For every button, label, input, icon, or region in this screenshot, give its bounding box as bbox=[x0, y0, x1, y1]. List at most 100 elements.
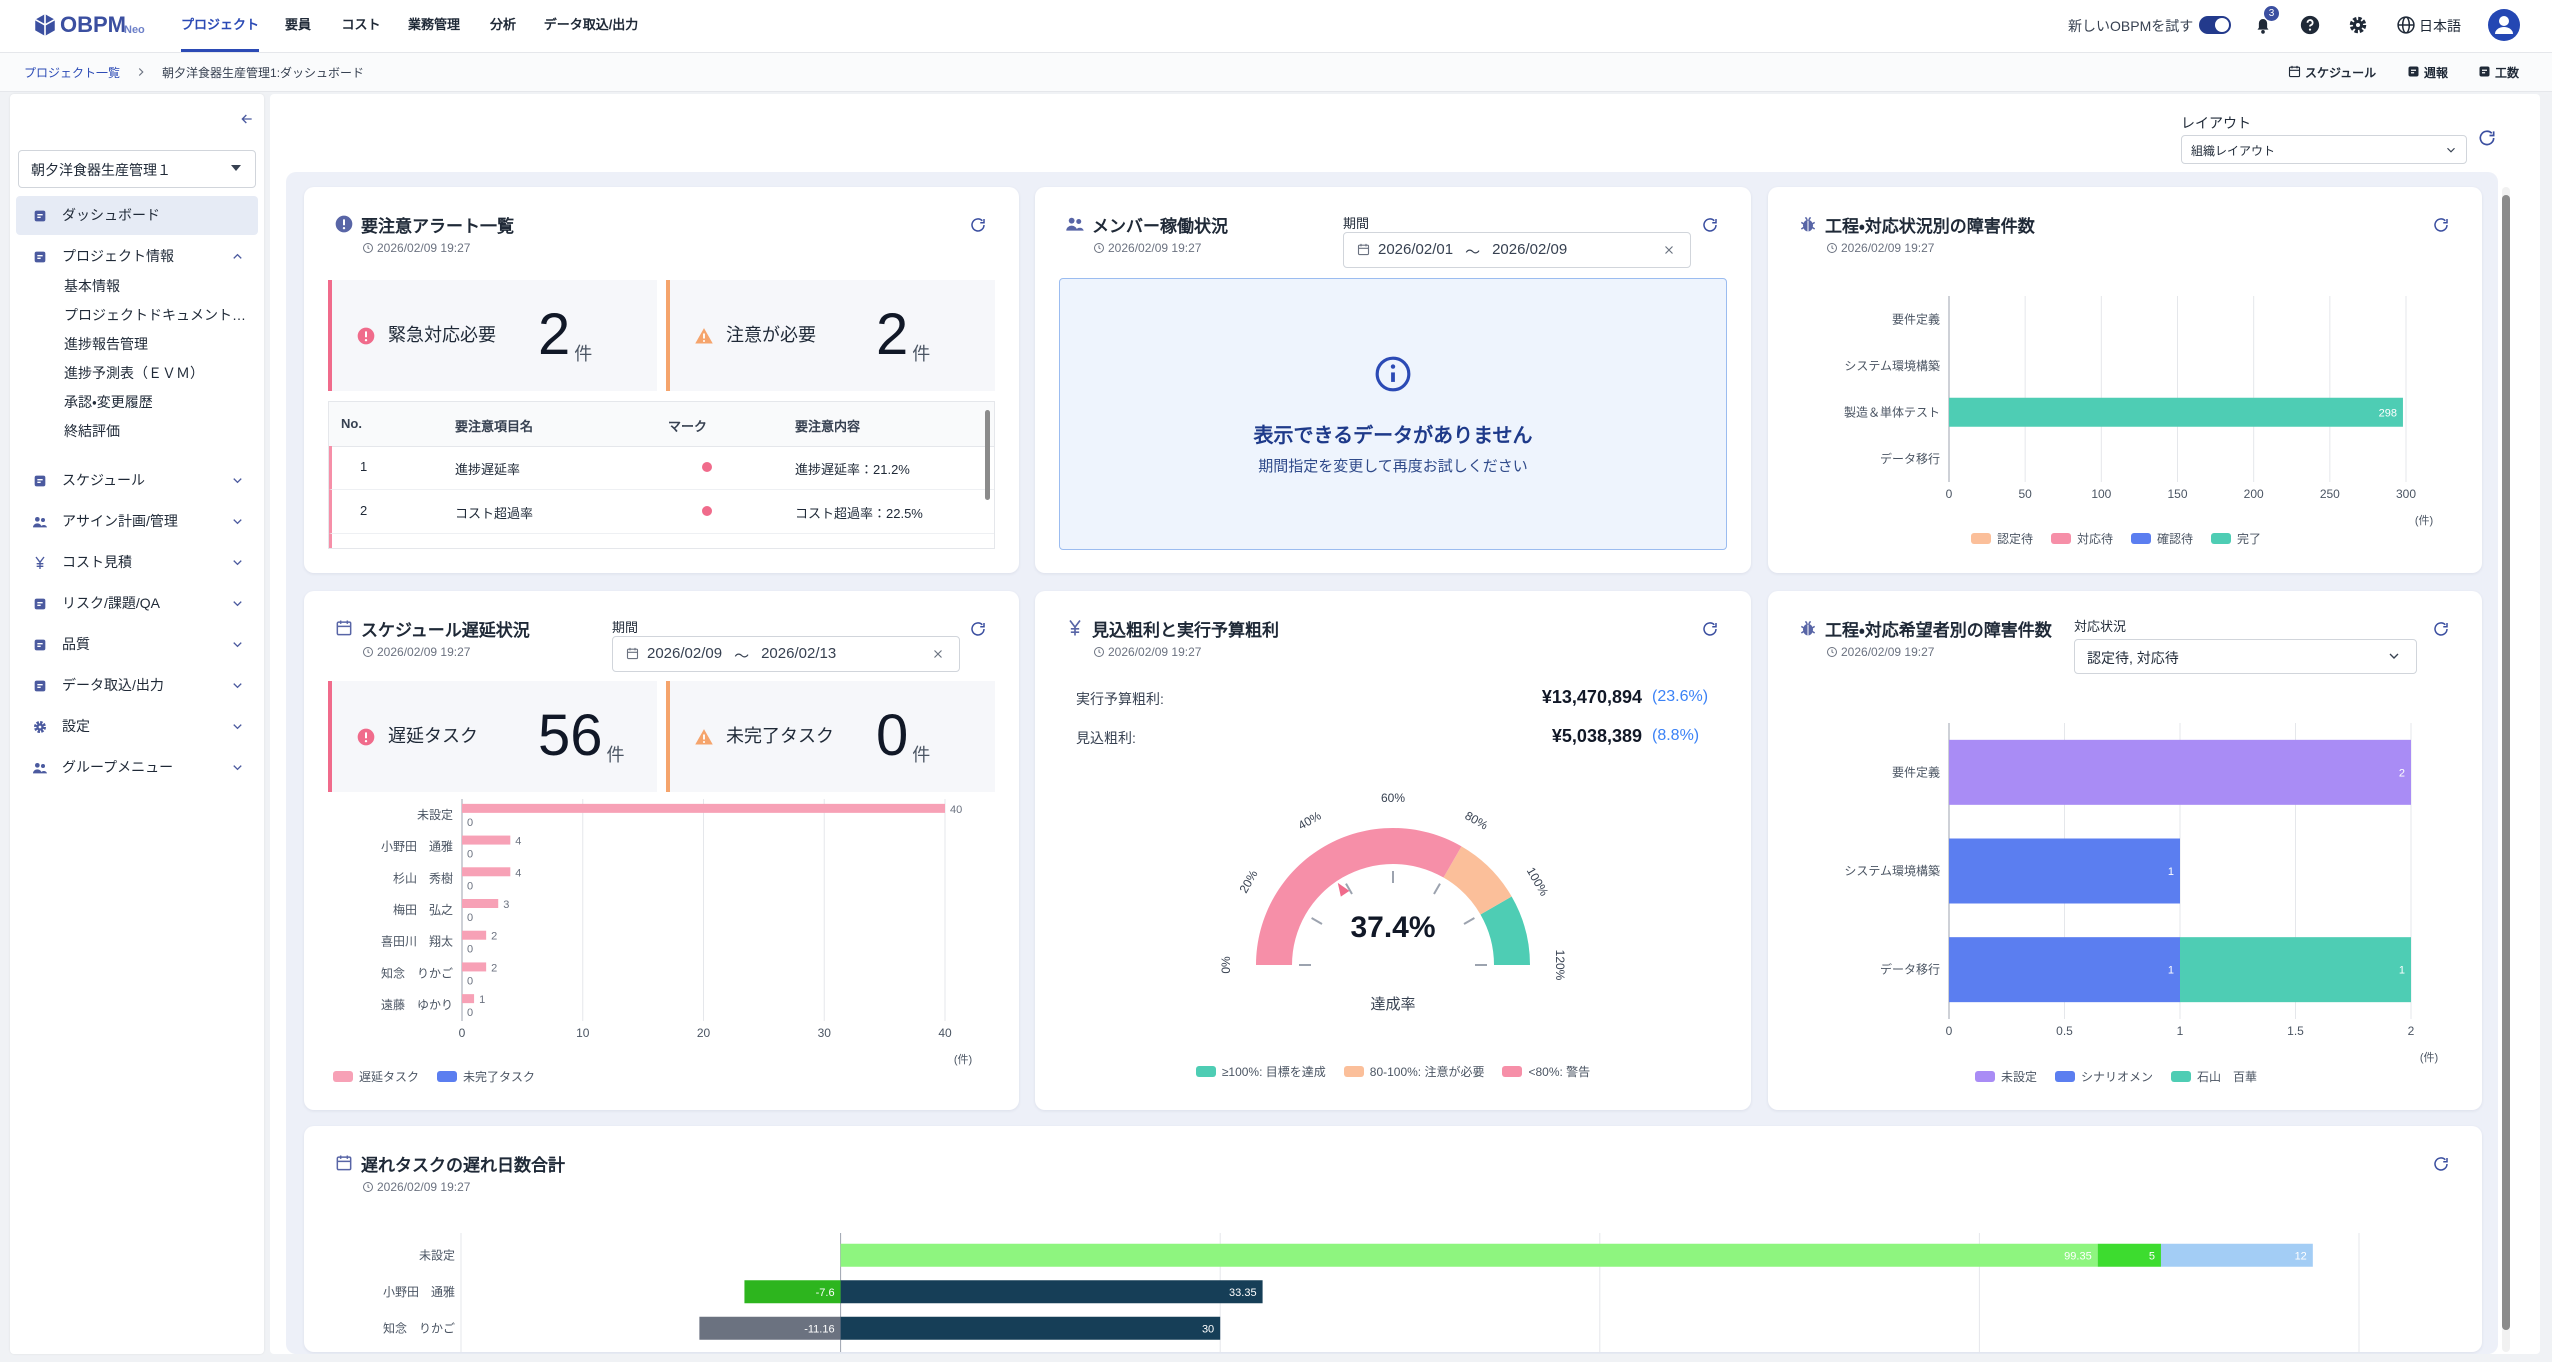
card-updated: 2026/02/09 19:27 bbox=[377, 645, 471, 659]
menu-label: データ取込/出力 bbox=[62, 677, 164, 693]
layout-select[interactable]: 組織レイアウト bbox=[2181, 135, 2467, 164]
menu-item[interactable]: コスト見積 bbox=[16, 543, 258, 582]
legend-label: <80%: 警告 bbox=[1528, 1065, 1591, 1079]
project-select[interactable]: 朝夕洋食器生産管理１ bbox=[18, 150, 256, 188]
card-refresh[interactable] bbox=[1701, 620, 1719, 638]
y-tick-label: 知念 りかご bbox=[383, 1320, 455, 1335]
card-refresh[interactable] bbox=[2432, 216, 2450, 234]
clock-icon bbox=[1094, 243, 1104, 253]
layout-label: レイアウト bbox=[2181, 115, 2251, 131]
globe-icon[interactable] bbox=[2396, 15, 2416, 35]
legend-label: 対応待 bbox=[2076, 532, 2113, 546]
clear-icon[interactable] bbox=[1662, 243, 1676, 257]
y-tick-label: 知念 りかご bbox=[381, 965, 453, 980]
summary-unit: 件 bbox=[606, 745, 625, 765]
card-refresh[interactable] bbox=[2432, 1155, 2450, 1173]
data-label: 0 bbox=[467, 880, 473, 892]
menu-item[interactable]: アサイン計画/管理 bbox=[16, 502, 258, 541]
menu-item[interactable]: 品質 bbox=[16, 625, 258, 664]
submenu-item[interactable]: 終結評価 bbox=[64, 423, 120, 439]
action-icon[interactable] bbox=[2477, 64, 2492, 79]
crumb-action[interactable]: 工数 bbox=[2495, 66, 2520, 80]
nav-tab[interactable]: 要員 bbox=[284, 17, 312, 32]
card-title: 要注意アラート一覧 bbox=[361, 217, 514, 236]
collapse-icon[interactable] bbox=[239, 111, 255, 127]
period-to: 2026/02/09 bbox=[1492, 241, 1568, 258]
layout-refresh[interactable] bbox=[2477, 128, 2497, 148]
x-axis-unit: (件) bbox=[2415, 514, 2433, 527]
summary-count: 2 bbox=[876, 302, 909, 367]
period-label: 期間 bbox=[612, 620, 639, 635]
crumb-action[interactable]: 週報 bbox=[2424, 66, 2449, 80]
period-from: 2026/02/09 bbox=[647, 645, 723, 662]
menu-item[interactable]: ダッシュボード bbox=[16, 196, 258, 235]
nav-tab[interactable]: プロジェクト bbox=[180, 0, 260, 52]
bell-icon[interactable] bbox=[2252, 14, 2274, 36]
card: 遅れタスクの遅れ日数合計 2026/02/09 19:27 未設定 99.35 5 12 小… bbox=[304, 1126, 2482, 1352]
submenu-item[interactable]: 進捗予測表（ＥＶＭ） bbox=[64, 365, 204, 381]
data-label: 0 bbox=[467, 912, 473, 924]
x-tick-label: 0 bbox=[1946, 487, 1953, 501]
submenu-item[interactable]: プロジェクトドキュメント… bbox=[64, 307, 246, 323]
card: 工程・対応希望者別の障害件数 2026/02/09 19:27 対応状況 認定待, 対… bbox=[1768, 591, 2482, 1110]
filter-select[interactable]: 認定待, 対応待 bbox=[2074, 639, 2417, 674]
table-row: 2 コスト超過率 コスト超過率：22.5% bbox=[329, 490, 994, 534]
menu-chevron bbox=[233, 560, 242, 566]
x-tick-label: 20 bbox=[697, 1026, 711, 1040]
action-icon[interactable] bbox=[2287, 64, 2302, 79]
chart: 0 0.5 1 1.5 2 (件) 要件定義 2 システム環境構築 1 データ移行 1 1 bbox=[1844, 723, 2438, 1064]
legend-swatch bbox=[2054, 1071, 2075, 1082]
menu-item[interactable]: 設定 bbox=[16, 707, 258, 746]
gauge-tick-label: 120% bbox=[1553, 950, 1567, 981]
menu-label: プロジェクト情報 bbox=[62, 248, 174, 264]
profit-label: 実行予算粗利: bbox=[1076, 691, 1164, 707]
clear-icon[interactable] bbox=[931, 647, 945, 661]
menu-item[interactable]: リスク/課題/QA bbox=[16, 584, 258, 623]
card-updated: 2026/02/09 19:27 bbox=[377, 241, 471, 255]
table-cell: コスト超過率：22.5% bbox=[795, 506, 923, 521]
help-icon[interactable] bbox=[2299, 14, 2321, 36]
card-icon bbox=[1066, 217, 1084, 231]
toggle[interactable] bbox=[2198, 14, 2232, 36]
data-label: 3 bbox=[503, 899, 509, 911]
menu-item[interactable]: プロジェクト情報 bbox=[16, 237, 258, 276]
card-refresh[interactable] bbox=[2432, 620, 2450, 638]
scrollbar[interactable] bbox=[2500, 187, 2512, 1352]
x-tick-label: 30 bbox=[818, 1026, 832, 1040]
nav-tab[interactable]: 業務管理 bbox=[407, 17, 461, 32]
nav-tab[interactable]: データ取込/出力 bbox=[543, 17, 639, 32]
language[interactable]: 日本語 bbox=[2419, 18, 2461, 34]
period-input[interactable]: 2026/02/01 〜 2026/02/09 bbox=[1343, 232, 1691, 268]
crumb-item[interactable]: プロジェクト一覧 bbox=[24, 66, 121, 80]
gauge: 0% 20% 40% 60% 80% 100% 120% 37.4% 達成率 bbox=[1219, 791, 1567, 1013]
crumb-action[interactable]: スケジュール bbox=[2305, 66, 2377, 80]
nav-tab[interactable]: コスト bbox=[341, 17, 381, 32]
card-icon bbox=[336, 1155, 352, 1171]
card-icon bbox=[336, 620, 352, 636]
submenu-item[interactable]: 承認・変更履歴 bbox=[64, 394, 153, 410]
try-new[interactable]: 新しいOBPMを試す bbox=[2068, 18, 2194, 34]
data-label: 30 bbox=[1202, 1323, 1214, 1335]
action-icon[interactable] bbox=[2406, 64, 2421, 79]
menu-label: グループメニュー bbox=[62, 759, 174, 775]
menu-label: スケジュール bbox=[62, 472, 146, 488]
submenu-item[interactable]: 進捗報告管理 bbox=[64, 336, 148, 352]
menu-item[interactable]: データ取込/出力 bbox=[16, 666, 258, 705]
period-input[interactable]: 2026/02/09 〜 2026/02/13 bbox=[612, 636, 960, 672]
card-refresh[interactable] bbox=[969, 620, 987, 638]
legend-item: シナリオメン bbox=[2054, 1068, 2153, 1085]
avatar[interactable] bbox=[2487, 8, 2521, 42]
menu-item[interactable]: グループメニュー bbox=[16, 748, 258, 787]
settings-icon[interactable] bbox=[2347, 14, 2369, 36]
nav-tab[interactable]: 分析 bbox=[489, 17, 517, 32]
dashboard-grid: 要注意アラート一覧 2026/02/09 19:27 緊急対応必要 2 件注意が必要 2 件… bbox=[286, 172, 2498, 1354]
card-refresh[interactable] bbox=[969, 216, 987, 234]
table-cell: 進捗遅延率 bbox=[455, 462, 521, 477]
menu-item[interactable]: スケジュール bbox=[16, 461, 258, 500]
card-refresh[interactable] bbox=[1701, 216, 1719, 234]
legend: ≥100%: 目標を達成 80-100%: 注意が必要 <80%: 警告 bbox=[1195, 1063, 1591, 1080]
submenu-item[interactable]: 基本情報 bbox=[64, 278, 120, 294]
y-tick-label: システム環境構築 bbox=[1844, 863, 1940, 878]
alert-table: No. 要注意項目名 マーク 要注意内容 1 進捗遅延率 進捗遅延率：21.2% 2 コスト超過… bbox=[328, 401, 995, 549]
